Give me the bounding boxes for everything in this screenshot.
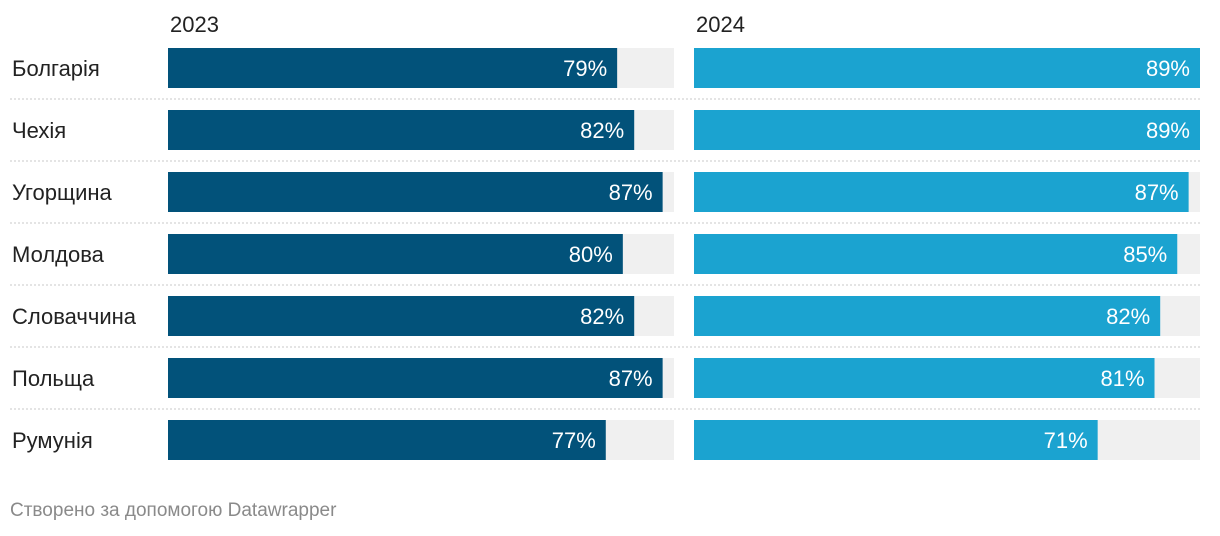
bar bbox=[694, 234, 1178, 274]
bar-value-label: 87% bbox=[609, 180, 653, 205]
bar-value-label: 79% bbox=[563, 56, 607, 81]
bar bbox=[168, 234, 623, 274]
bar bbox=[168, 420, 606, 460]
bar bbox=[694, 110, 1200, 150]
bar-value-label: 85% bbox=[1123, 242, 1167, 267]
bar-value-label: 82% bbox=[1106, 304, 1150, 329]
bar bbox=[694, 358, 1155, 398]
bar-panels: 79% 82% 87% 80% 82% 87% 77% 89% 89% 87% 85% 82% 81% 7… bbox=[168, 48, 1200, 460]
category-label: Румунія bbox=[12, 428, 93, 453]
category-label: Чехія bbox=[12, 118, 66, 143]
category-labels: Болгарія Чехія Угорщина Молдова Словаччина По… bbox=[12, 56, 137, 453]
footer-credit: Створено за допомогою Datawrapper bbox=[10, 500, 337, 521]
panel-title-2023: 2023 bbox=[170, 12, 219, 37]
bar-value-label: 71% bbox=[1044, 428, 1088, 453]
bar bbox=[168, 48, 618, 88]
bar-value-label: 89% bbox=[1146, 118, 1190, 143]
bar-value-label: 82% bbox=[580, 304, 624, 329]
bar bbox=[694, 296, 1161, 336]
category-label: Польща bbox=[12, 366, 95, 391]
series-2023: 79% 82% 87% 80% 82% 87% 77% bbox=[168, 48, 674, 460]
bar-value-label: 89% bbox=[1146, 56, 1190, 81]
bar-value-label: 82% bbox=[580, 118, 624, 143]
bar-value-label: 81% bbox=[1100, 366, 1144, 391]
bar bbox=[168, 172, 663, 212]
bar bbox=[168, 110, 635, 150]
bar bbox=[694, 48, 1200, 88]
series-2024: 89% 89% 87% 85% 82% 81% 71% bbox=[694, 48, 1200, 460]
bar bbox=[168, 358, 663, 398]
category-label: Угорщина bbox=[12, 180, 113, 205]
bar-value-label: 77% bbox=[552, 428, 596, 453]
category-label: Болгарія bbox=[12, 56, 100, 81]
bar-value-label: 80% bbox=[569, 242, 613, 267]
bar bbox=[694, 420, 1098, 460]
bar-value-label: 87% bbox=[1135, 180, 1179, 205]
bar bbox=[168, 296, 635, 336]
panel-headers: 2023 2024 bbox=[170, 12, 745, 37]
category-label: Словаччина bbox=[12, 304, 137, 329]
bar-value-label: 87% bbox=[609, 366, 653, 391]
panel-title-2024: 2024 bbox=[696, 12, 745, 37]
category-label: Молдова bbox=[12, 242, 105, 267]
bar bbox=[694, 172, 1189, 212]
